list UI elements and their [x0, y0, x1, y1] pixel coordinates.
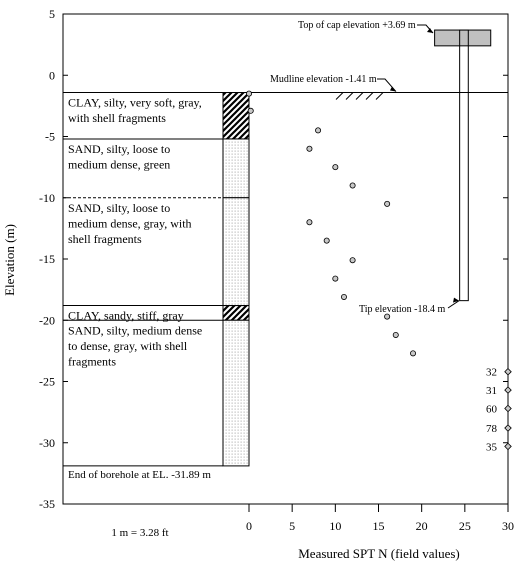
offscale-point	[504, 367, 512, 376]
spt-point	[247, 107, 254, 114]
pile-cap	[434, 29, 492, 47]
layer-label-line: SAND, silty, loose to	[68, 201, 170, 215]
offscale-point	[504, 442, 512, 451]
spt-point	[332, 275, 339, 282]
y-tick-label: -20	[39, 313, 55, 327]
layer-label-line: fragments	[68, 354, 116, 368]
borehole-layer-clay	[222, 92, 250, 140]
y-tick-label: -15	[39, 252, 55, 266]
x-axis-label: Measured SPT N (field values)	[298, 546, 460, 561]
spt-point	[349, 257, 356, 264]
offscale-point	[504, 386, 512, 394]
spt-point	[392, 331, 399, 338]
layer-label-line: medium dense, green	[68, 157, 170, 171]
y-tick-label: -25	[39, 375, 55, 389]
spt-point	[340, 293, 347, 300]
spt-point	[410, 350, 417, 357]
x-tick-label: 0	[246, 519, 252, 533]
layer-label-line: shell fragments	[68, 232, 142, 246]
x-tick-label: 25	[459, 519, 471, 533]
spt-point	[332, 164, 339, 171]
spt-point	[323, 237, 330, 244]
borehole-layer-sand	[222, 197, 250, 307]
mudline-symbol-stroke	[375, 92, 384, 100]
offscale-point-label: 78	[486, 423, 498, 435]
mudline-symbol-stroke	[355, 92, 364, 100]
y-tick-label: -5	[45, 130, 55, 144]
x-tick-label: 15	[373, 519, 385, 533]
soil-layers: CLAY, silty, very soft, gray,with shell …	[63, 92, 250, 481]
offscale-point-label: 31	[486, 385, 497, 397]
y-tick-label: 0	[49, 68, 55, 82]
mudline-label: Mudline elevation -1.41 m	[270, 74, 377, 85]
borehole-end-label: End of borehole at EL. -31.89 m	[68, 469, 211, 481]
layer-label-line: SAND, silty, medium dense	[68, 323, 202, 337]
offscale-point-label: 32	[486, 367, 497, 379]
mudline-symbol-stroke	[335, 92, 344, 100]
layer-label-line: CLAY, silty, very soft, gray,	[68, 96, 202, 110]
y-tick-label: -10	[39, 191, 55, 205]
spt-point	[384, 313, 391, 320]
spt-point	[315, 127, 322, 134]
layer-label-line: medium dense, gray, with	[68, 216, 192, 230]
x-tick-label: 5	[289, 519, 295, 533]
layer-label-line: with shell fragments	[68, 111, 166, 125]
offscale-point-label: 35	[486, 441, 498, 453]
layer-label-line: SAND, silty, loose to	[68, 142, 170, 156]
spt-points: 32 31 60 78 35	[245, 90, 512, 453]
tip-leader-arrow	[453, 297, 459, 303]
offscale-point	[504, 424, 512, 432]
tip-leader	[447, 300, 460, 309]
spt-point	[306, 219, 313, 226]
borehole-layer-sand	[222, 319, 250, 467]
y-tick-label: -30	[39, 436, 55, 450]
spt-point	[349, 182, 356, 189]
spt-point	[306, 145, 313, 152]
y-tick-label: -35	[39, 497, 55, 511]
mudline-symbol-stroke	[345, 92, 354, 100]
layer-label-line: to dense, gray, with shell	[68, 339, 188, 353]
borehole-layer-sand	[222, 138, 250, 199]
axes: 5 0 -5 -10 -15 -20 -25 -30 -35 0 5 10 15 20 25 30	[39, 7, 514, 533]
pile-shaft	[459, 29, 469, 302]
cap-elevation-label: Top of cap elevation +3.69 m	[298, 20, 416, 31]
y-axis-label: Elevation (m)	[2, 224, 17, 296]
offscale-point-label: 60	[486, 403, 498, 415]
y-tick-label: 5	[49, 7, 55, 21]
layer-label-line: CLAY, sandy, stiff, gray	[68, 309, 184, 323]
mudline-symbol-stroke	[365, 92, 374, 100]
spt-point	[384, 200, 391, 207]
mudline-leader-arrow	[390, 86, 396, 92]
plot-frame	[62, 13, 509, 505]
offscale-point	[504, 404, 512, 413]
cap-leader-arrow	[427, 28, 433, 33]
x-tick-label: 10	[329, 519, 341, 533]
tip-elevation-label: Tip elevation -18.4 m	[359, 304, 446, 315]
spt-point	[245, 90, 252, 97]
x-tick-label: 20	[416, 519, 428, 533]
borehole-layer-clay	[222, 305, 250, 321]
structure-annotations: Top of cap elevation +3.69 m Mudline elev…	[270, 20, 492, 315]
x-tick-label: 30	[502, 519, 514, 533]
unit-conversion-note: 1 m = 3.28 ft	[111, 527, 168, 539]
